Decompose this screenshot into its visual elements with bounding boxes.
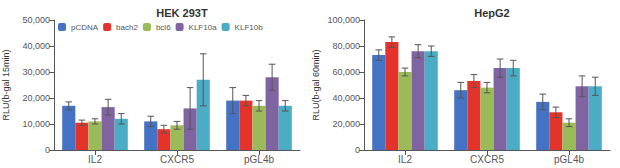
- svg-text:HepG2: HepG2: [474, 7, 509, 19]
- svg-text:60,000: 60,000: [332, 67, 360, 77]
- svg-text:40,000: 40,000: [22, 41, 50, 51]
- svg-text:50,000: 50,000: [22, 15, 50, 25]
- svg-text:IL2: IL2: [398, 154, 412, 165]
- svg-text:0: 0: [45, 145, 50, 155]
- svg-text:80,000: 80,000: [332, 41, 360, 51]
- svg-text:KLF10b: KLF10b: [235, 23, 264, 32]
- svg-text:20,000: 20,000: [22, 93, 50, 103]
- svg-text:bach2: bach2: [116, 23, 138, 32]
- svg-text:pGL4b: pGL4b: [554, 154, 584, 165]
- svg-text:CXCR5: CXCR5: [470, 154, 504, 165]
- svg-text:bcl6: bcl6: [156, 23, 171, 32]
- svg-text:KLF10a: KLF10a: [189, 23, 218, 32]
- svg-text:100,000: 100,000: [327, 15, 360, 25]
- svg-text:RLU(b-gal 15min): RLU(b-gal 15min): [1, 49, 11, 120]
- svg-text:RLU(b-gal 60min): RLU(b-gal 60min): [311, 49, 321, 120]
- svg-text:40,000: 40,000: [332, 93, 360, 103]
- svg-text:20,000: 20,000: [332, 119, 360, 129]
- svg-text:30,000: 30,000: [22, 67, 50, 77]
- svg-text:IL2: IL2: [88, 154, 102, 165]
- svg-text:pGL4b: pGL4b: [244, 154, 274, 165]
- svg-text:pCDNA: pCDNA: [71, 23, 99, 32]
- svg-text:HEK 293T: HEK 293T: [156, 7, 208, 19]
- svg-text:10,000: 10,000: [22, 119, 50, 129]
- svg-text:0: 0: [355, 145, 360, 155]
- svg-text:CXCR5: CXCR5: [160, 154, 194, 165]
